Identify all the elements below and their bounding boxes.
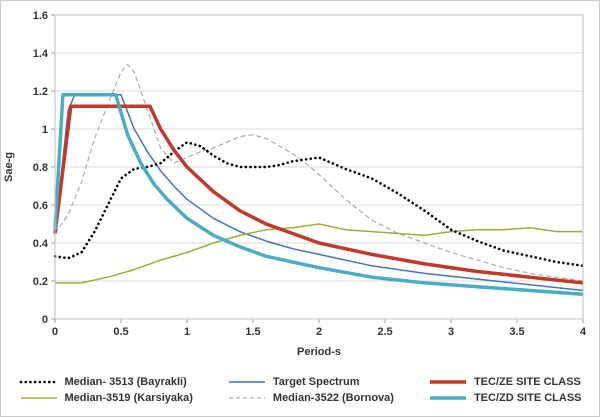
x-tick-label: 1 <box>184 326 190 338</box>
legend-item-tec-zd: TEC/ZD SITE CLASS <box>428 392 582 404</box>
legend-label-tec-zd: TEC/ZD SITE CLASS <box>473 392 582 404</box>
y-tick-label: 1 <box>42 124 48 136</box>
y-tick-label: 0.4 <box>33 238 49 250</box>
x-tick-label: 2 <box>316 326 322 338</box>
series-layer <box>53 63 585 297</box>
legend-item-median-3522: Median-3522 (Bornova) <box>227 392 394 404</box>
legend-label-median-3513: Median- 3513 (Bayrakli) <box>64 376 187 388</box>
series-line-median-3519-karsiyaka <box>55 223 583 284</box>
x-tick-label: 3 <box>448 326 454 338</box>
y-tick-label: 0.8 <box>33 162 48 174</box>
series-line-tec-ze-site-class <box>53 104 584 285</box>
series-line-median-3513-bayrakli <box>53 141 585 268</box>
legend-label-tec-ze: TEC/ZE SITE CLASS <box>473 376 581 388</box>
legend-swatch-median-3522 <box>228 397 265 399</box>
plot-frame <box>54 14 584 320</box>
y-tick-label: 1.2 <box>33 86 48 98</box>
y-tick-label: 0.2 <box>33 276 48 288</box>
legend-item-median-3513: Median- 3513 (Bayrakli) <box>19 376 193 388</box>
axis-layer <box>54 14 584 320</box>
x-tick-label: 1.5 <box>245 326 260 338</box>
x-tick-label: 0 <box>52 326 58 338</box>
legend-swatch-target-spectrum <box>228 381 265 383</box>
legend-label-median-3519: Median-3519 (Karsiyaka) <box>64 392 193 404</box>
chart-plot-area: 0 0.2 0.4 0.6 0.8 1 1.2 1.4 1.6 0 0.5 1 1.5 2 2.5 3 3.5 4… <box>3 10 587 358</box>
x-axis-label: Period-s <box>297 346 341 358</box>
x-tick-label: 4 <box>580 326 587 338</box>
series-line-tec-zd-site-class <box>53 93 584 297</box>
legend-item-tec-ze: TEC/ZE SITE CLASS <box>428 376 582 388</box>
legend-swatch-median-3513 <box>19 380 58 384</box>
series-line-target-spectrum <box>54 94 584 292</box>
legend-swatch-tec-zd <box>429 396 466 400</box>
legend-label-target-spectrum: Target Spectrum <box>272 376 360 388</box>
legend-item-target-spectrum: Target Spectrum <box>227 376 394 388</box>
chart-legend: Median- 3513 (Bayrakli) Target Spectrum … <box>1 372 599 412</box>
series-line-median-3522-bornova <box>54 63 584 282</box>
legend-swatch-tec-ze <box>429 380 466 384</box>
y-tick-label: 1.6 <box>33 10 48 22</box>
y-tick-label: 1.4 <box>33 48 49 60</box>
legend-label-median-3522: Median-3522 (Bornova) <box>272 392 394 404</box>
y-tick-label: 0.6 <box>33 200 48 212</box>
y-axis-label: Sae-g <box>3 152 15 182</box>
x-tick-label: 3.5 <box>509 326 524 338</box>
x-tick-label: 0.5 <box>113 326 128 338</box>
y-tick-label: 0 <box>42 314 48 326</box>
x-tick-label: 2.5 <box>377 326 392 338</box>
legend-swatch-median-3519 <box>20 397 57 399</box>
legend-item-median-3519: Median-3519 (Karsiyaka) <box>19 392 193 404</box>
